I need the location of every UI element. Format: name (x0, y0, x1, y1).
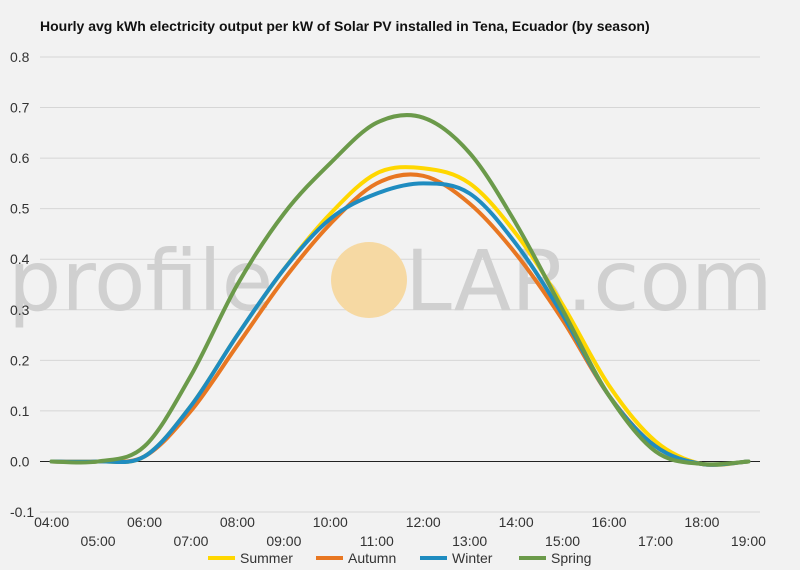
y-axis-ticks: -0.1 0.0 0.1 0.2 0.3 0.4 0.5 0.6 0.7 0.8 (10, 49, 34, 520)
y-tick-label: 0.5 (10, 201, 30, 217)
watermark-sun-icon (331, 242, 407, 318)
chart-title: Hourly avg kWh electricity output per kW… (40, 18, 650, 34)
y-tick-label: 0.0 (10, 453, 30, 469)
x-tick-label: 05:00 (81, 533, 116, 549)
legend-label-winter: Winter (452, 550, 493, 566)
x-tick-label: 11:00 (360, 533, 394, 549)
y-tick-label: 0.6 (10, 150, 30, 166)
watermark: profile LAR.com (8, 232, 773, 330)
x-tick-label: 15:00 (545, 533, 580, 549)
x-tick-label: 19:00 (731, 533, 766, 549)
watermark-text-left: profile (8, 232, 273, 330)
gridlines (40, 56, 760, 513)
y-tick-label: 0.2 (10, 352, 30, 368)
x-tick-label: 10:00 (313, 514, 348, 530)
y-tick-label: 0.7 (10, 100, 30, 116)
watermark-text-right: LAR.com (405, 232, 773, 330)
legend-label-summer: Summer (240, 550, 293, 566)
series-lines (49, 113, 751, 468)
y-tick-label: 0.1 (10, 403, 30, 419)
legend: Summer Autumn Winter Spring (208, 550, 591, 566)
y-tick-label: 0.8 (10, 49, 30, 65)
x-tick-label: 14:00 (499, 514, 534, 530)
x-tick-label: 12:00 (406, 514, 441, 530)
x-tick-label: 18:00 (684, 514, 719, 530)
x-tick-label: 07:00 (173, 533, 208, 549)
y-tick-label: 0.3 (10, 302, 30, 318)
x-tick-label: 13:00 (452, 533, 487, 549)
legend-label-spring: Spring (551, 550, 591, 566)
series-line-spring (49, 113, 751, 467)
x-tick-label: 04:00 (34, 514, 69, 530)
y-tick-label: -0.1 (10, 504, 34, 520)
x-tick-label: 06:00 (127, 514, 162, 530)
x-tick-label: 16:00 (592, 514, 627, 530)
legend-label-autumn: Autumn (348, 550, 396, 566)
x-tick-label: 08:00 (220, 514, 255, 530)
x-tick-label: 17:00 (638, 533, 673, 549)
x-tick-label: 09:00 (266, 533, 301, 549)
y-tick-label: 0.4 (10, 251, 30, 267)
x-axis-ticks: 04:00 05:00 06:00 07:00 08:00 09:00 10:00 11:00… (34, 514, 766, 549)
